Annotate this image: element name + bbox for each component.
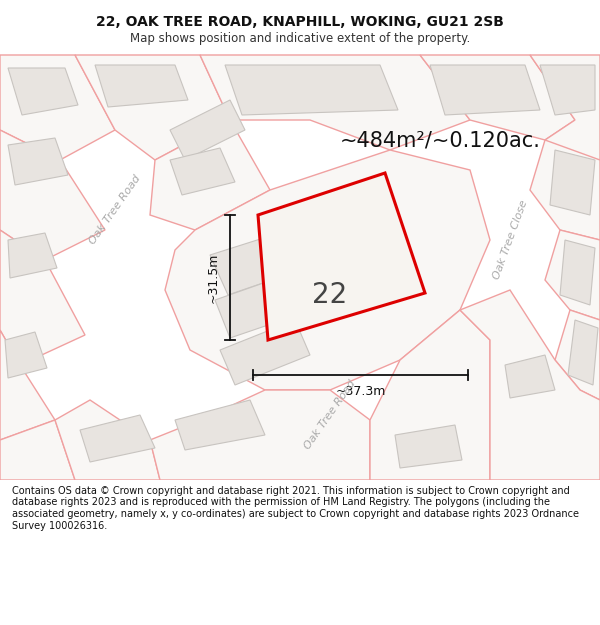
Text: Map shows position and indicative extent of the property.: Map shows position and indicative extent…: [130, 32, 470, 45]
Polygon shape: [150, 390, 370, 480]
Polygon shape: [150, 120, 270, 230]
Polygon shape: [460, 290, 600, 480]
Polygon shape: [0, 330, 55, 440]
Polygon shape: [165, 150, 490, 390]
Text: Oak Tree Road: Oak Tree Road: [302, 379, 358, 451]
Polygon shape: [210, 228, 315, 295]
Polygon shape: [220, 320, 310, 385]
Text: Oak Tree Road: Oak Tree Road: [88, 174, 143, 246]
Polygon shape: [430, 65, 540, 115]
Polygon shape: [568, 320, 598, 385]
Polygon shape: [258, 173, 425, 340]
Polygon shape: [0, 55, 115, 160]
Polygon shape: [0, 230, 85, 365]
Text: ~484m²/~0.120ac.: ~484m²/~0.120ac.: [340, 130, 541, 150]
Polygon shape: [530, 140, 600, 240]
Text: Oak Tree Close: Oak Tree Close: [491, 199, 529, 281]
Polygon shape: [8, 68, 78, 115]
Polygon shape: [95, 65, 188, 107]
Polygon shape: [225, 65, 398, 115]
Polygon shape: [0, 130, 105, 260]
Polygon shape: [215, 272, 312, 338]
Polygon shape: [5, 332, 47, 378]
Polygon shape: [560, 240, 595, 305]
Text: 22, OAK TREE ROAD, KNAPHILL, WOKING, GU21 2SB: 22, OAK TREE ROAD, KNAPHILL, WOKING, GU2…: [96, 15, 504, 29]
Text: Contains OS data © Crown copyright and database right 2021. This information is : Contains OS data © Crown copyright and d…: [12, 486, 579, 531]
Polygon shape: [395, 425, 462, 468]
Text: ~31.5m: ~31.5m: [207, 253, 220, 302]
Polygon shape: [200, 55, 470, 150]
Polygon shape: [75, 55, 230, 160]
Polygon shape: [530, 55, 600, 160]
Polygon shape: [545, 230, 600, 320]
Polygon shape: [55, 400, 160, 480]
Polygon shape: [0, 420, 75, 480]
Polygon shape: [8, 138, 68, 185]
Polygon shape: [80, 415, 155, 462]
Polygon shape: [8, 233, 57, 278]
Polygon shape: [420, 55, 575, 140]
Polygon shape: [175, 400, 265, 450]
Polygon shape: [170, 148, 235, 195]
Polygon shape: [370, 310, 490, 480]
Text: ~37.3m: ~37.3m: [335, 385, 386, 398]
Polygon shape: [550, 150, 595, 215]
Polygon shape: [540, 65, 595, 115]
Text: 22: 22: [313, 281, 347, 309]
Polygon shape: [555, 310, 600, 400]
Polygon shape: [505, 355, 555, 398]
Polygon shape: [170, 100, 245, 160]
